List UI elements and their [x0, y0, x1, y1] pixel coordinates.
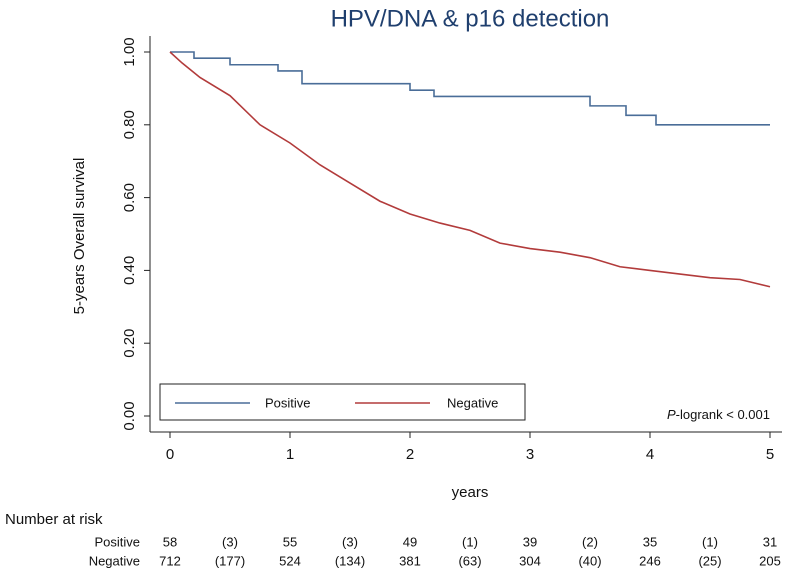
- risk-cell: 205: [759, 553, 781, 568]
- risk-cell: (1): [462, 534, 478, 549]
- risk-cell: 304: [519, 553, 541, 568]
- risk-cell: (25): [698, 553, 721, 568]
- risk-cell: 39: [523, 534, 537, 549]
- x-tick-label: 2: [406, 446, 414, 463]
- legend: [159, 383, 526, 421]
- legend-label: Negative: [447, 395, 498, 410]
- risk-table-title: Number at risk: [5, 511, 103, 528]
- risk-row-label: Negative: [89, 553, 140, 568]
- y-axis-label: 5-years Overall survival: [71, 158, 88, 315]
- y-tick-label: 0.40: [121, 256, 138, 285]
- risk-cell: (177): [215, 553, 245, 568]
- risk-cell: (2): [582, 534, 598, 549]
- risk-cell: 246: [639, 553, 661, 568]
- annotation-text: -logrank < 0.001: [676, 407, 770, 422]
- annotation-p: P: [667, 407, 676, 422]
- x-tick-label: 3: [526, 446, 534, 463]
- risk-cell: (1): [702, 534, 718, 549]
- x-tick-label: 4: [646, 446, 654, 463]
- risk-cell: (3): [342, 534, 358, 549]
- survival-line: [170, 51, 770, 126]
- risk-cell: 31: [763, 534, 777, 549]
- risk-cell: 35: [643, 534, 657, 549]
- risk-cell: (134): [335, 553, 365, 568]
- risk-cell: 55: [283, 534, 297, 549]
- y-tick-label: 0.60: [121, 183, 138, 212]
- risk-cell: 524: [279, 553, 301, 568]
- survival-line: [169, 51, 771, 288]
- x-tick-label: 0: [166, 446, 174, 463]
- risk-cell: 712: [159, 553, 181, 568]
- risk-cell: 49: [403, 534, 417, 549]
- risk-cell: 381: [399, 553, 421, 568]
- risk-cell: (63): [458, 553, 481, 568]
- y-tick-label: 0.80: [121, 110, 138, 139]
- y-tick-label: 0.20: [121, 329, 138, 358]
- risk-cell: 58: [163, 534, 177, 549]
- x-tick-label: 1: [286, 446, 294, 463]
- x-axis-label: years: [452, 484, 489, 501]
- legend-label: Positive: [265, 395, 311, 410]
- risk-row-label: Positive: [94, 534, 140, 549]
- risk-cell: (3): [222, 534, 238, 549]
- risk-cell: (40): [578, 553, 601, 568]
- annotation: P-logrank < 0.001: [667, 407, 770, 422]
- y-tick-label: 1.00: [121, 37, 138, 66]
- y-tick-label: 0.00: [121, 401, 138, 430]
- x-tick-label: 5: [766, 446, 774, 463]
- chart-title: HPV/DNA & p16 detection: [331, 5, 610, 32]
